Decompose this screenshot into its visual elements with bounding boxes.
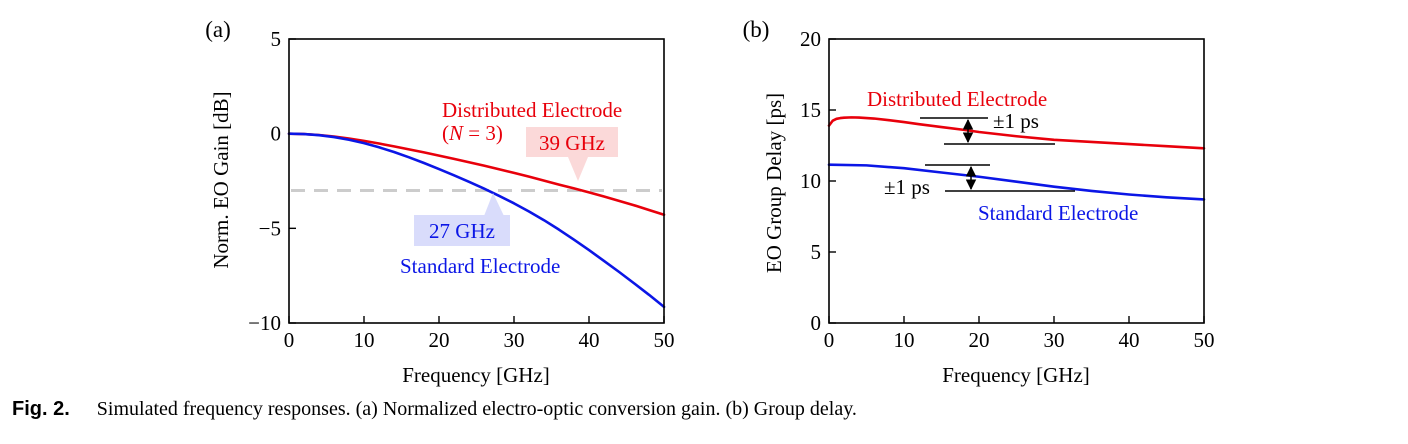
panel-a-x-tick-label: 40 (579, 328, 600, 352)
panel-a-standard-electrode-line (287, 132, 666, 309)
panel-b-x-tick-label: 50 (1194, 328, 1215, 352)
panel-a-x-tick-label: 50 (654, 328, 675, 352)
panel-b-standard-electrode-label: Standard Electrode (978, 201, 1138, 225)
panel-b-delta-distributed: ±1 ps (920, 109, 1055, 145)
panel-b-distributed-electrode-label: Distributed Electrode (867, 87, 1047, 111)
panel-a-label: (a) (205, 17, 231, 42)
panel-b-y-tick-label: 15 (800, 98, 821, 122)
panel-a-standard-electrode-label: Standard Electrode (400, 254, 560, 278)
panel-a-series (287, 132, 666, 309)
panel-b-series (827, 116, 1206, 201)
panel-a-27ghz-callout-box (414, 215, 510, 246)
panel-a-frame (288, 38, 665, 324)
panel-b-standard-electrode-line (827, 163, 1206, 201)
figure-canvas: (a) Norm. EO Gain [dB] Frequency [GHz] 0… (205, 17, 1215, 387)
panel-a-distributed-electrode-label: Distributed Electrode (442, 98, 622, 122)
panel-b-ticks: 0 10 20 30 40 50 0 5 10 15 20 (800, 27, 1215, 352)
panel-a-x-tick-label: 0 (284, 328, 295, 352)
panel-b-label: (b) (743, 17, 770, 42)
panel-a-39ghz-label: 39 GHz (539, 131, 605, 155)
panel-a-x-axis-label: Frequency [GHz] (402, 363, 550, 387)
panel-b-x-axis-label: Frequency [GHz] (942, 363, 1090, 387)
panel-a-x-tick-label: 30 (504, 328, 525, 352)
figure-caption: Fig. 2. Simulated frequency responses. (… (12, 398, 1392, 421)
panel-b-x-tick-label: 0 (824, 328, 835, 352)
panel-a-n-equals-3-label: (N = 3) (442, 121, 503, 145)
panel-a-y-axis-label: Norm. EO Gain [dB] (209, 91, 233, 268)
caption-text: Simulated frequency responses. (a) Norma… (96, 398, 857, 420)
panel-a-39ghz-callout-box (526, 127, 618, 157)
panel-b: (b) EO Group Delay [ps] Frequency [GHz] … (743, 17, 1215, 387)
panel-b-y-tick-label: 0 (811, 311, 822, 335)
panel-b-y-tick-label: 20 (800, 27, 821, 51)
panel-a-y-tick-label: 0 (271, 122, 282, 146)
panel-a-39ghz-callout-pointer (568, 157, 588, 181)
panel-b-y-axis-label: EO Group Delay [ps] (762, 93, 786, 273)
panel-b-delta-distributed-label: ±1 ps (993, 109, 1039, 133)
panel-a-x-tick-label: 10 (354, 328, 375, 352)
panel-b-x-tick-label: 20 (969, 328, 990, 352)
panel-b-y-tick-label: 5 (811, 240, 822, 264)
panel-b-frame (828, 38, 1205, 324)
panel-a-27ghz-callout-pointer (484, 193, 504, 216)
panel-b-x-tick-label: 40 (1119, 328, 1140, 352)
panel-a-27ghz-label: 27 GHz (429, 219, 495, 243)
panel-b-x-tick-label: 30 (1044, 328, 1065, 352)
panel-b-x-tick-label: 10 (894, 328, 915, 352)
panel-b-distributed-electrode-line (827, 116, 1206, 150)
panel-a-y-tick-label: 5 (271, 27, 282, 51)
panel-b-delta-standard-label: ±1 ps (884, 175, 930, 199)
panel-a: (a) Norm. EO Gain [dB] Frequency [GHz] 0… (205, 17, 674, 387)
panel-a-x-tick-label: 20 (429, 328, 450, 352)
panel-b-delta-standard: ±1 ps (884, 164, 1075, 199)
caption-label: Fig. 2. (12, 398, 70, 420)
panel-a-y-tick-label: −10 (248, 311, 281, 335)
panel-a-y-tick-label: −5 (259, 216, 281, 240)
panel-b-y-tick-label: 10 (800, 169, 821, 193)
